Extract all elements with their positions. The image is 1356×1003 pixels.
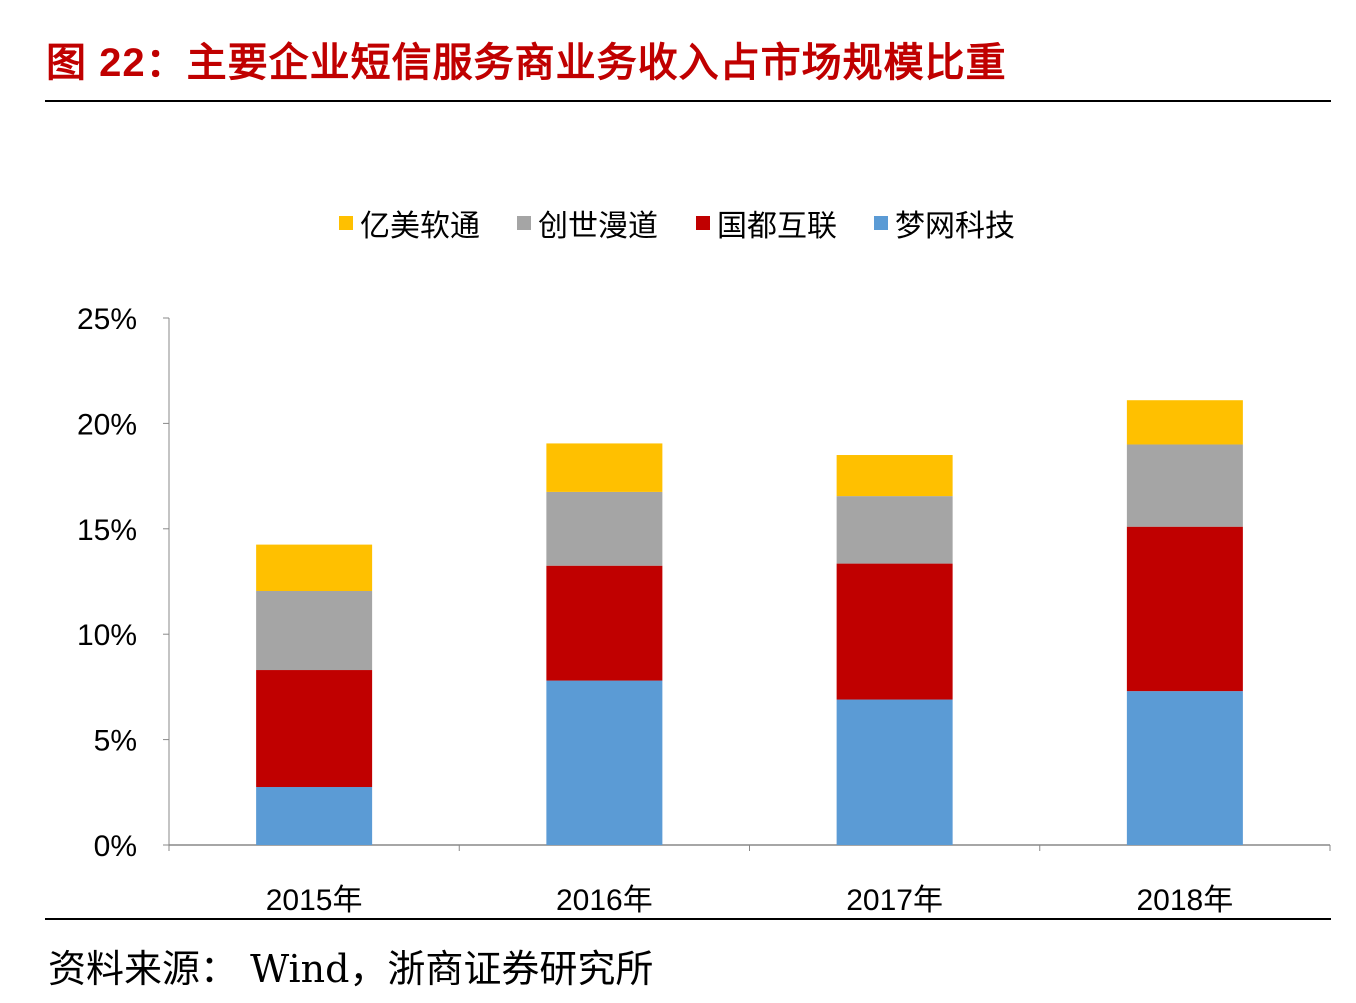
legend-label: 国都互联: [717, 209, 837, 244]
y-tick-label: 5%: [94, 725, 137, 758]
legend-label: 亿美软通: [360, 209, 480, 244]
x-tick-label: 2016年: [556, 884, 653, 917]
y-tick-label: 0%: [94, 830, 137, 863]
x-tick-label: 2018年: [1137, 884, 1234, 917]
bar-segment: [1126, 400, 1243, 445]
y-tick-label: 20%: [77, 408, 137, 441]
bar-segment: [836, 496, 953, 564]
bar-segment: [546, 443, 663, 492]
bar-segment: [256, 670, 373, 788]
bar-segment: [546, 680, 663, 845]
x-tick-label: 2015年: [266, 884, 363, 917]
legend-swatch: [696, 216, 710, 230]
legend-swatch: [339, 216, 353, 230]
bar-segment: [546, 491, 663, 566]
y-tick-label: 10%: [77, 619, 137, 652]
bar-segment: [1126, 691, 1243, 845]
source-rule: [45, 918, 1331, 920]
bar-segment: [256, 544, 373, 591]
bar-segment: [836, 563, 953, 700]
title-rule: [45, 100, 1331, 102]
bar-segment: [1126, 444, 1243, 527]
legend-swatch: [874, 216, 888, 230]
bar-segment: [836, 455, 953, 497]
bar-segment: [1126, 526, 1243, 692]
figure-title: 图 22：主要企业短信服务商业务收入占市场规模比重: [46, 41, 1007, 85]
bar-segment: [836, 699, 953, 845]
source-note: 资料来源： Wind，浙商证券研究所: [48, 947, 654, 991]
x-tick-label: 2017年: [846, 884, 943, 917]
legend-swatch: [517, 216, 531, 230]
y-tick-label: 25%: [77, 303, 137, 336]
bar-segment: [256, 787, 373, 845]
bar-segment: [256, 590, 373, 671]
legend-label: 梦网科技: [895, 209, 1015, 244]
bar-segment: [546, 565, 663, 681]
legend-label: 创世漫道: [538, 209, 658, 244]
y-tick-label: 15%: [77, 514, 137, 547]
